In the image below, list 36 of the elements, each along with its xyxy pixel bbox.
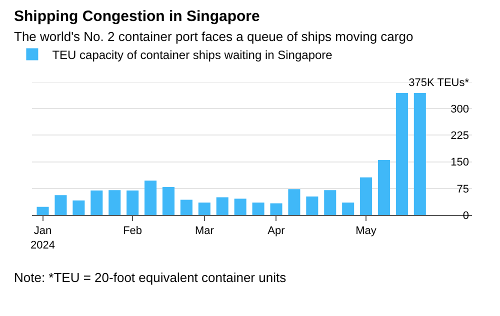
x-tick-label: Jan 2024 <box>30 225 56 252</box>
text: Note: *TEU = 20-foot equivalent container units <box>14 270 287 285</box>
bar <box>252 202 264 215</box>
y-tick-label: 150 <box>450 156 469 169</box>
bar <box>108 190 121 215</box>
bar <box>180 200 192 215</box>
y-tick-label: 225 <box>450 130 469 142</box>
bar <box>414 92 426 215</box>
x-tick-label: Apr <box>268 225 286 238</box>
bar <box>144 180 157 215</box>
bar <box>270 203 282 215</box>
bar <box>306 196 318 215</box>
bar <box>162 186 175 215</box>
bar <box>36 206 49 215</box>
chart-subtitle: The world's No. 2 container port faces a queue of ships moving cargo <box>14 29 414 44</box>
legend-label: TEU capacity of container ships waiting in Singapore <box>52 48 333 62</box>
bar <box>378 160 390 215</box>
bar <box>288 189 300 215</box>
bar <box>396 92 408 215</box>
bar <box>360 177 372 215</box>
y-tick-label: 75 <box>456 183 469 196</box>
chart-title: Shipping Congestion in Singapore <box>14 8 260 25</box>
bar <box>198 202 210 215</box>
x-tick-label: Feb <box>123 225 142 238</box>
bar <box>126 190 139 215</box>
bar <box>324 190 336 215</box>
y-tick-label: 300 <box>450 103 469 116</box>
bar <box>54 195 67 215</box>
bar <box>72 200 85 215</box>
bar <box>342 202 354 215</box>
x-tick-label: May <box>356 225 377 238</box>
y-tick-label: 375K TEUs* <box>408 76 470 89</box>
bar <box>234 198 246 215</box>
bar <box>90 190 103 215</box>
x-tick-label: Mar <box>194 225 214 238</box>
bar <box>216 197 228 215</box>
